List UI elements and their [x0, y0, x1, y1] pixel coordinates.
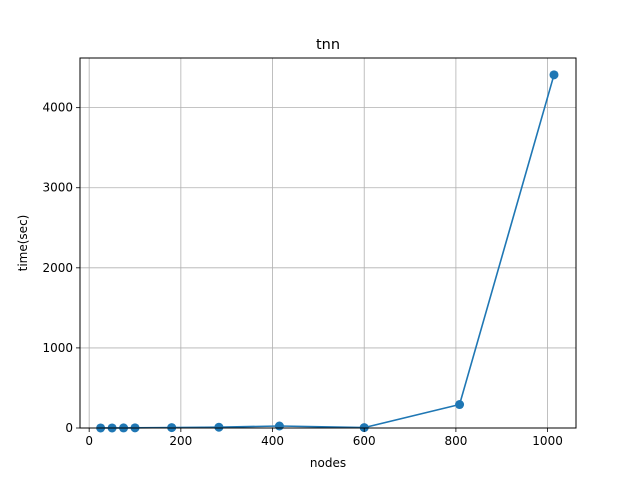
- y-tick-label: 0: [65, 421, 73, 435]
- x-axis-label: nodes: [310, 456, 346, 470]
- plot-area-frame: [79, 57, 577, 429]
- data-point: [455, 400, 465, 410]
- x-tick-label: 800: [444, 434, 467, 448]
- x-tick-label: 200: [169, 434, 192, 448]
- y-tick-label: 4000: [42, 101, 73, 115]
- data-point: [549, 70, 559, 80]
- x-tick-label: 1000: [532, 434, 563, 448]
- chart-title: tnn: [316, 37, 340, 53]
- x-tick-label: 0: [85, 434, 93, 448]
- x-tick-label: 400: [261, 434, 284, 448]
- y-axis-label: time(sec): [16, 215, 30, 272]
- y-axis-ticks: 0 1000 2000 3000 4000: [42, 101, 80, 435]
- y-tick-label: 1000: [42, 341, 73, 355]
- x-tick-label: 600: [353, 434, 376, 448]
- x-axis-ticks: 0 200 400 600 800 1000: [85, 428, 563, 448]
- data-point: [214, 422, 224, 432]
- y-tick-label: 3000: [42, 181, 73, 195]
- data-point: [274, 421, 284, 431]
- y-tick-label: 2000: [42, 261, 73, 275]
